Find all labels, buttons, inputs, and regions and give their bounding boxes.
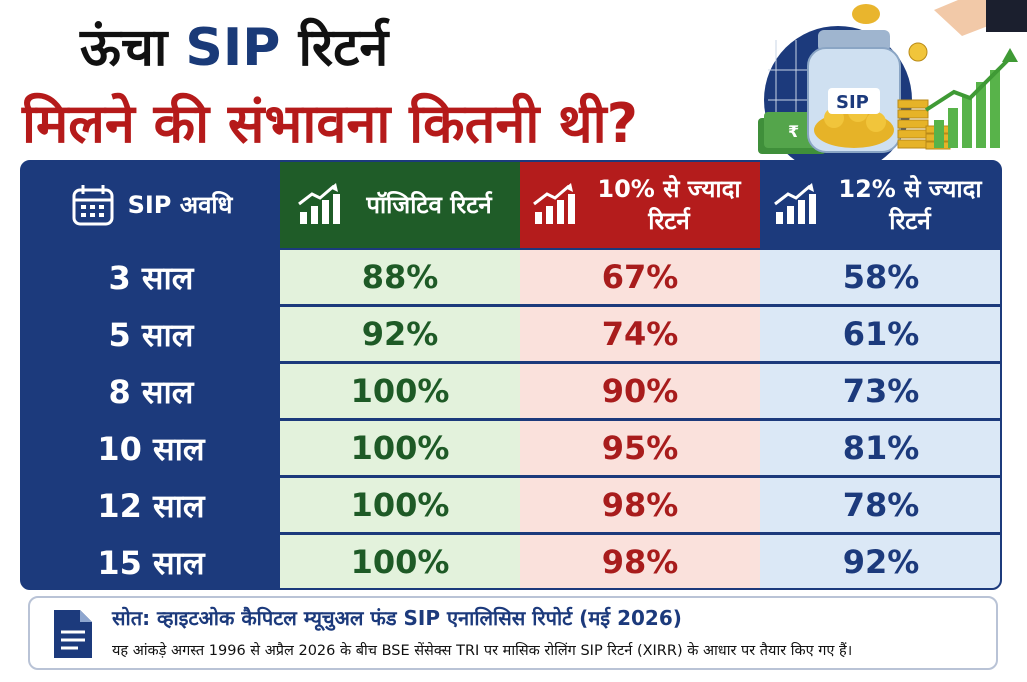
note-rupee-symbol: ₹ (788, 122, 799, 141)
title-highlight: SIP (185, 18, 281, 78)
above-12-cell: 81% (760, 421, 1000, 475)
positive-return-cell: 100% (280, 535, 520, 588)
header-above-10: 10% से ज्यादा रिटर्न (520, 162, 760, 248)
sip-return-table: SIP अवधि पॉजिटिव रिटर्न 10% से ज्यादा रि… (20, 160, 1002, 590)
above-12-cell: 61% (760, 307, 1000, 361)
positive-return-cell: 100% (280, 478, 520, 532)
period-cell: 8 साल (22, 364, 280, 418)
source-note: यह आंकड़े अगस्त 1996 से अप्रैल 2026 के ब… (112, 643, 853, 659)
header-above-12-label: 12% से ज्यादा रिटर्न (838, 175, 982, 235)
header-positive-return: पॉजिटिव रिटर्न (280, 162, 520, 248)
source-title: सोत: व्हाइटओक कैपिटल म्यूचुअल फंड SIP एन… (112, 606, 682, 630)
above-10-cell: 74% (520, 307, 760, 361)
calendar-icon (72, 185, 114, 226)
header-above-10-label: 10% से ज्यादा रिटर्न (597, 175, 741, 235)
period-cell: 10 साल (22, 421, 280, 475)
title-line-2: मिलने की संभावना कितनी थी? (22, 92, 638, 155)
above-10-cell: 95% (520, 421, 760, 475)
period-cell: 12 साल (22, 478, 280, 532)
period-cell: 3 साल (22, 250, 280, 304)
growth-chart-icon (774, 183, 816, 224)
above-12-cell: 78% (760, 478, 1000, 532)
above-10-cell: 90% (520, 364, 760, 418)
growth-chart-icon (533, 183, 575, 224)
positive-return-cell: 100% (280, 421, 520, 475)
header-positive-label: पॉजिटिव रिटर्न (366, 191, 492, 219)
positive-return-cell: 100% (280, 364, 520, 418)
positive-return-cell: 88% (280, 250, 520, 304)
above-12-cell: 73% (760, 364, 1000, 418)
header-period-label: SIP अवधि (127, 191, 233, 219)
growth-chart-icon (298, 183, 340, 224)
source-box: सोत: व्हाइटओक कैपिटल म्यूचुअल फंड SIP एन… (28, 596, 998, 670)
above-12-cell: 58% (760, 250, 1000, 304)
positive-return-cell: 92% (280, 307, 520, 361)
title-suffix: रिटर्न (280, 18, 389, 78)
period-cell: 5 साल (22, 307, 280, 361)
header-period: SIP अवधि (22, 162, 280, 248)
above-12-cell: 92% (760, 535, 1000, 588)
above-10-cell: 98% (520, 535, 760, 588)
jar-label: SIP (836, 92, 869, 113)
above-10-cell: 67% (520, 250, 760, 304)
header-above-12: 12% से ज्यादा रिटर्न (760, 162, 1000, 248)
period-cell: 15 साल (22, 535, 280, 588)
above-10-cell: 98% (520, 478, 760, 532)
document-icon (54, 610, 92, 658)
savings-jar-illustration: ₹ SIP (758, 0, 1027, 160)
title-line-1: ऊंचा SIP रिटर्न (80, 10, 388, 81)
title-prefix: ऊंचा (80, 18, 186, 78)
